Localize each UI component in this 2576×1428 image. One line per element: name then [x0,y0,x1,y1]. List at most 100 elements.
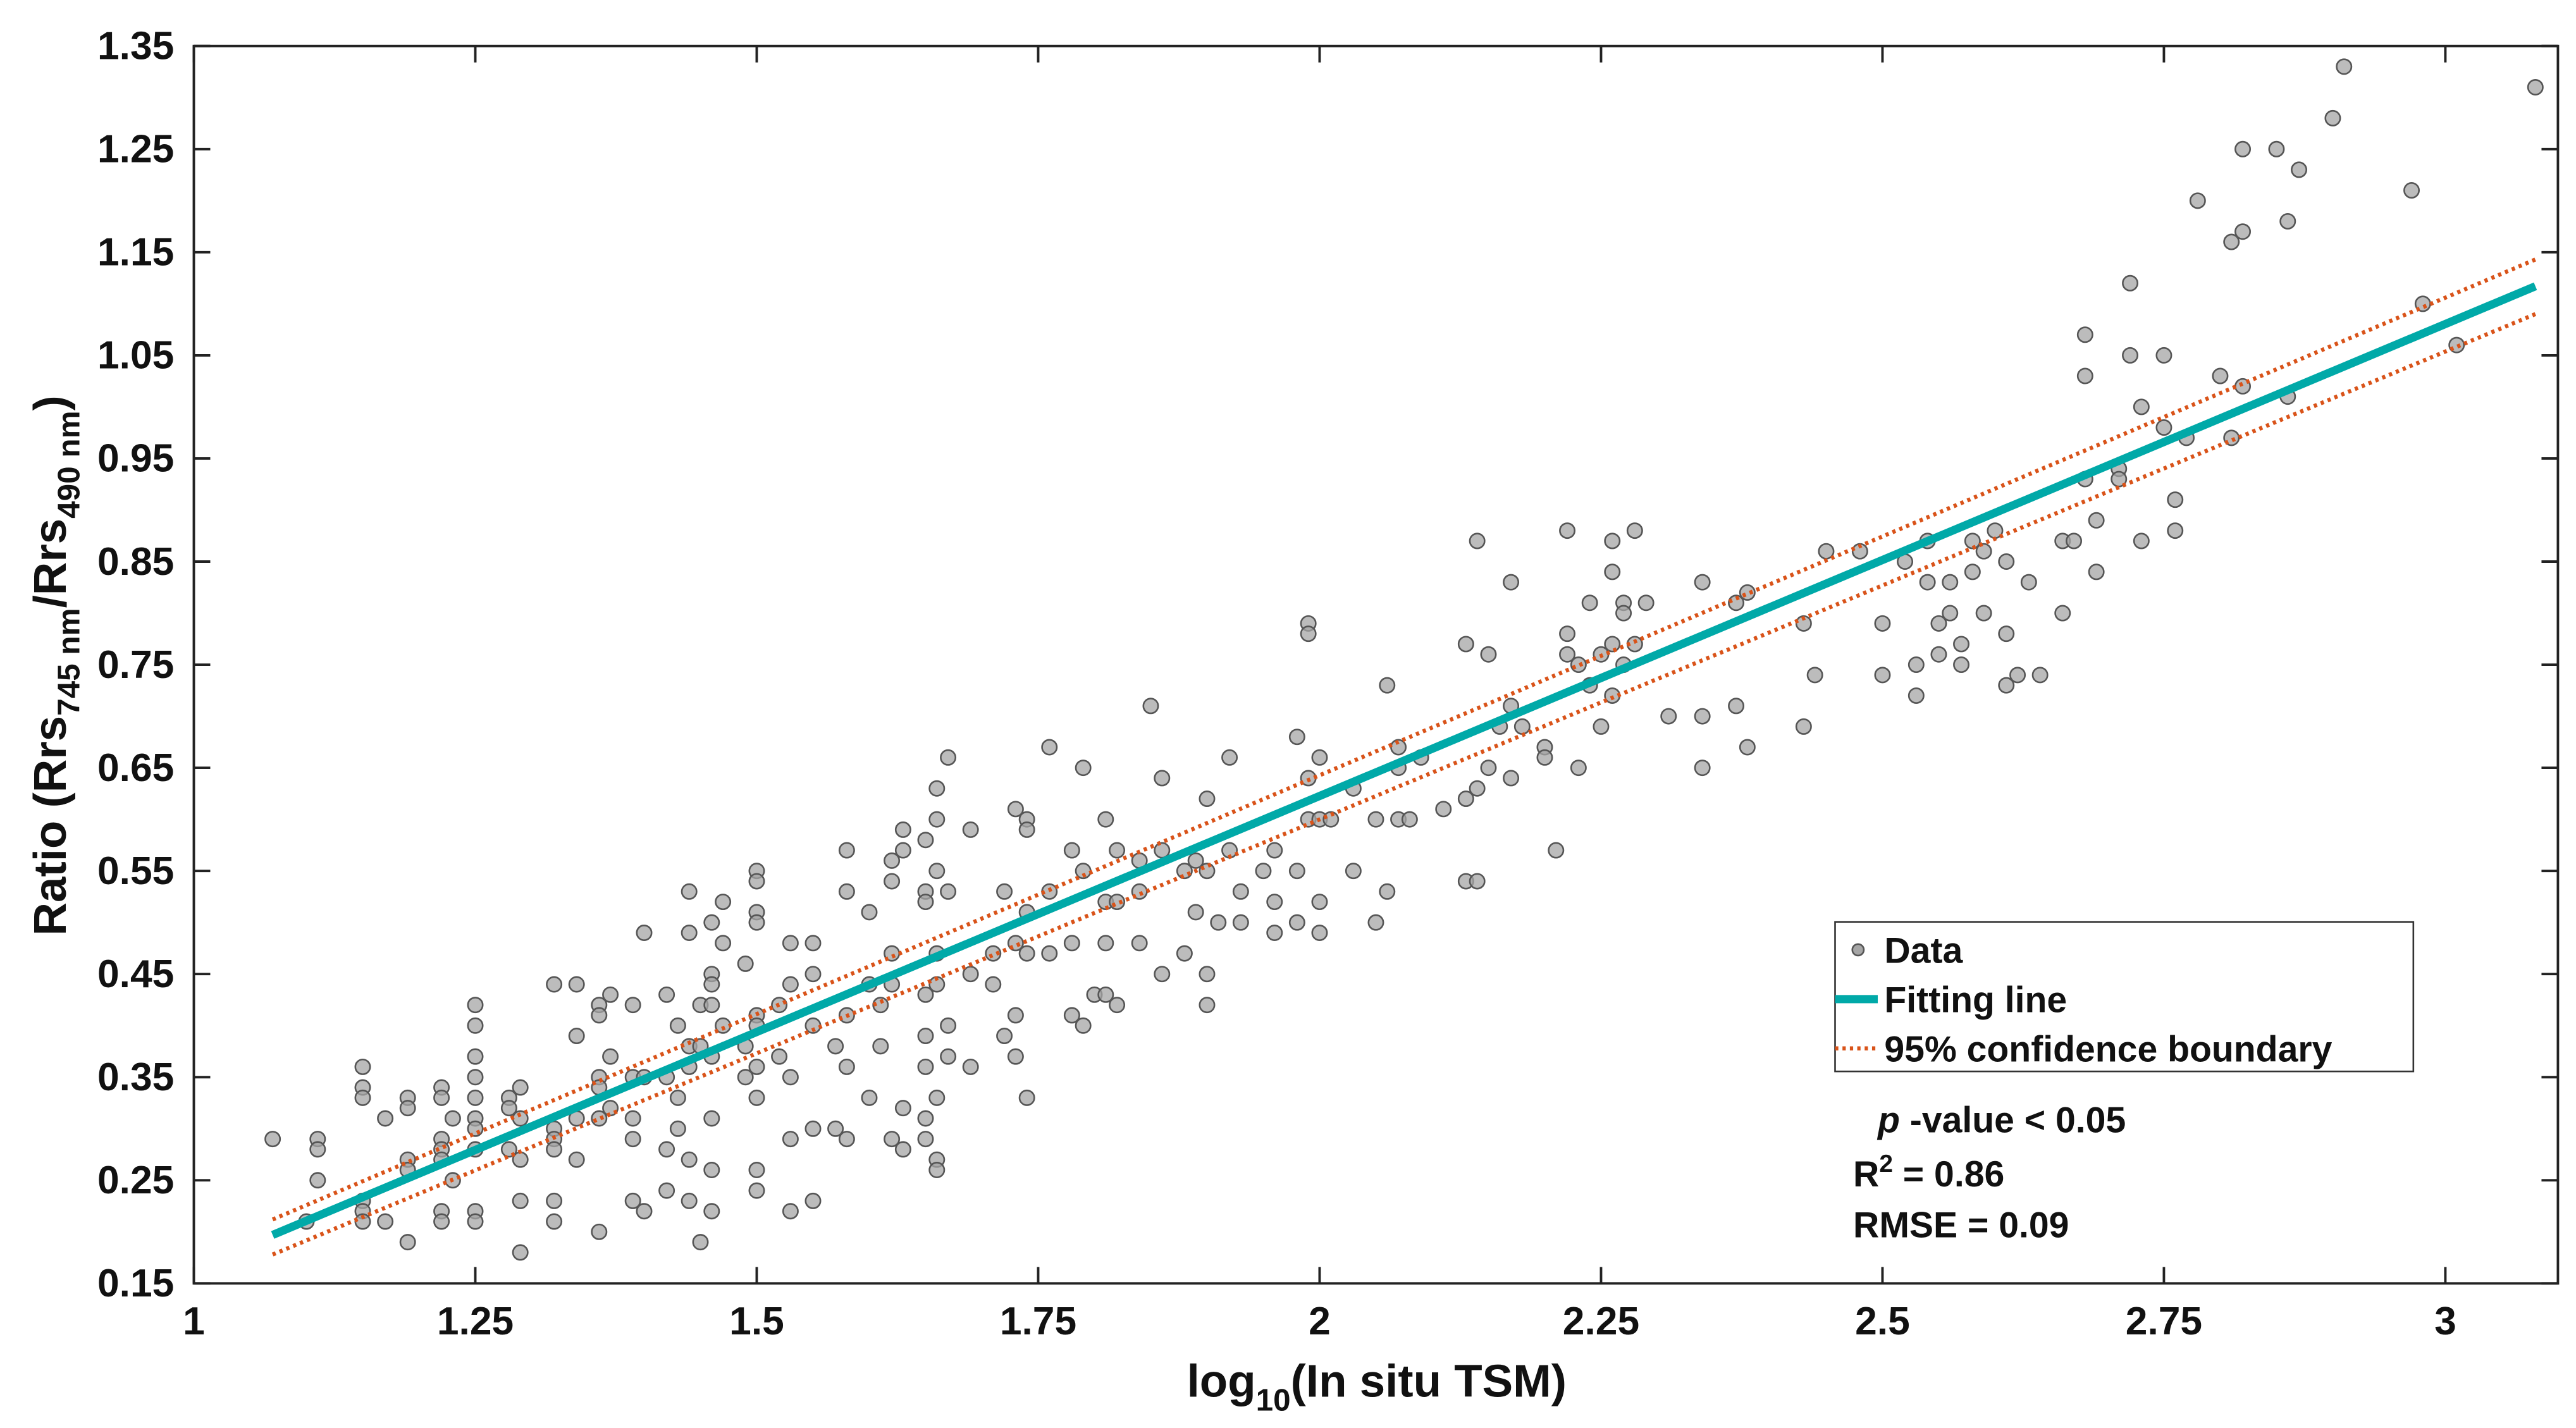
data-point [1942,574,1959,591]
data-point [928,811,946,828]
data-point [1570,760,1587,777]
data-point [1874,667,1891,684]
data-point [1075,760,1092,777]
data-point [1998,625,2015,643]
y-tick-label: 1.05 [97,334,174,378]
data-point [500,1100,517,1117]
data-point [962,821,979,838]
data-point [996,883,1013,900]
data-point [681,883,698,900]
data-point [703,1161,720,1178]
y-axis-label-part: 490 nm [52,410,87,518]
data-point [1469,873,1486,890]
data-point [782,976,799,993]
data-point [804,966,822,983]
data-point [2066,532,2083,550]
data-point [737,1069,754,1086]
data-point [681,1151,698,1168]
data-point [782,1203,799,1220]
data-point [1322,811,1340,828]
data-point [467,1017,484,1034]
data-point [1300,625,1317,643]
data-point [1728,594,1745,612]
x-tick-label: 1.75 [1000,1300,1076,1343]
data-point [1964,563,1981,581]
data-point [602,986,619,1003]
y-tick-label: 0.75 [97,643,174,687]
y-axis-label-part: ) [25,395,76,410]
data-point [748,1058,765,1075]
data-point [703,1203,720,1220]
data-point [467,1048,484,1065]
data-point [681,924,698,941]
data-point [782,1069,799,1086]
data-point [940,1017,957,1034]
y-axis-label-part: 745 nm [52,608,87,715]
data-point [1637,594,1655,612]
data-point [884,852,901,869]
y-tick-label: 0.95 [97,437,174,481]
x-tick-label: 2.5 [1855,1300,1910,1343]
data-point [1559,625,1576,643]
y-tick-label: 0.35 [97,1056,174,1099]
legend-label: 95% confidence boundary [1884,1030,2332,1070]
data-point [512,1244,529,1261]
data-point [1503,574,1520,591]
fit-line [271,282,2537,1239]
annotation-part: = 0.86 [1893,1154,2004,1195]
legend-label: Fitting line [1884,980,2067,1021]
data-point [2122,274,2139,292]
data-point [894,842,911,859]
data-point [546,1141,563,1158]
data-point [1018,1089,1035,1106]
data-point [2122,347,2139,364]
data-point [2279,212,2296,230]
y-tick-label: 0.45 [97,952,174,996]
data-point [2111,471,2128,488]
legend-label: Data [1884,931,1963,971]
data-point [1593,718,1610,735]
data-point [1109,997,1126,1014]
y-tick-label: 1.25 [97,128,174,171]
data-point [309,1172,326,1189]
data-point [512,1151,529,1168]
data-point [861,1089,878,1106]
y-tick-label: 1.15 [97,231,174,274]
data-point [2336,58,2353,75]
plot-layer [264,58,2544,1261]
x-axis-label-part: (In situ TSM) [1291,1356,1567,1407]
data-point [2088,512,2105,529]
x-tick-label: 1.25 [437,1300,514,1343]
data-point [715,894,732,911]
data-point [1075,1017,1092,1034]
data-point [1907,687,1925,704]
data-point [2088,563,2105,581]
data-point [1975,605,1992,622]
data-point [894,821,911,838]
data-point [636,924,653,941]
data-point [1919,574,1936,591]
data-point [1570,656,1587,674]
data-point [624,1110,641,1127]
data-point [1615,605,1632,622]
x-axis-label-part: 10 [1256,1382,1291,1417]
data-point [1041,945,1058,962]
data-point [1942,605,1959,622]
data-point [433,1089,450,1106]
data-point [1007,1048,1024,1065]
data-point [1232,883,1249,900]
data-point [928,1161,946,1178]
data-point [1063,842,1080,859]
data-point [512,1079,529,1096]
data-point [1266,842,1283,859]
data-point [804,935,822,952]
data-point [1345,863,1362,880]
data-point [2234,223,2252,240]
data-point [2189,192,2206,209]
data-point [872,997,889,1014]
data-point [1187,852,1204,869]
data-point [2133,532,2150,550]
data-point [1210,914,1227,931]
